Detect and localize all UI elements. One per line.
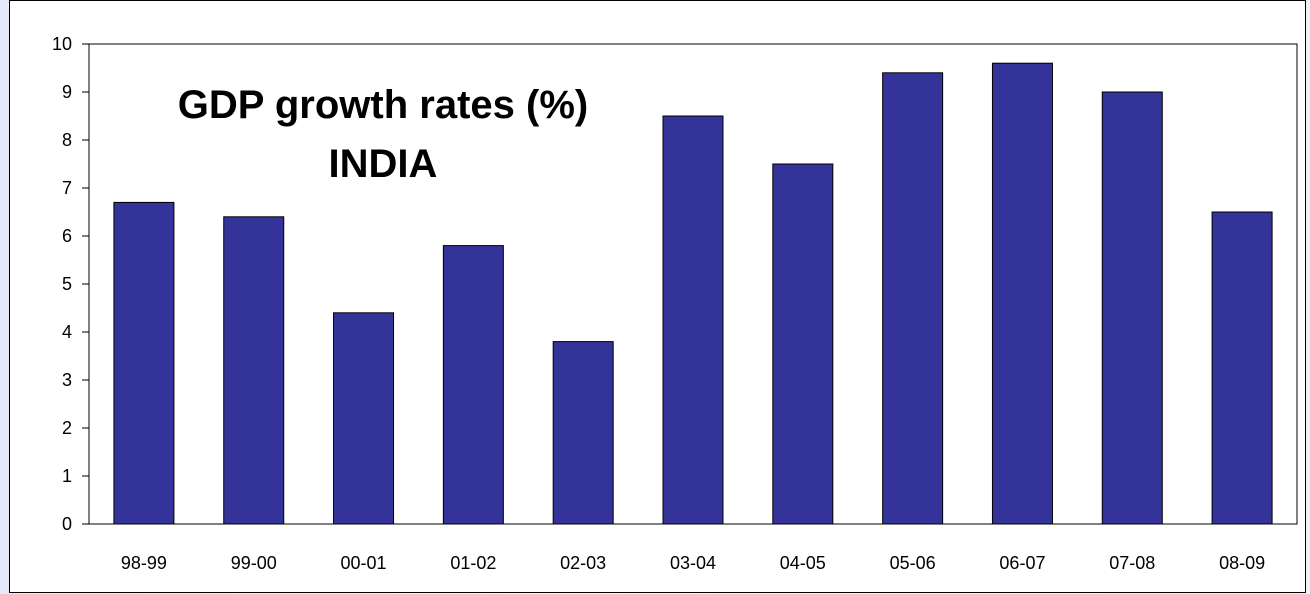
y-tick-label: 10 [52, 34, 72, 54]
y-tick-label: 3 [62, 370, 72, 390]
bar-05-06 [882, 72, 944, 525]
y-tick-label: 4 [62, 322, 72, 342]
bar-chart: GDP growth rates (%) INDIA 012345678910 … [52, 34, 1298, 573]
bar-00-01 [333, 312, 395, 525]
y-tick-label: 1 [62, 466, 72, 486]
y-tick-labels: 0 1 2 3 4 5 6 7 8 9 10 [52, 34, 72, 534]
bar-06-07 [991, 62, 1053, 525]
x-tick-label: 02-03 [560, 553, 606, 573]
x-tick-label: 99-00 [231, 553, 277, 573]
bar-04-05 [772, 163, 834, 525]
x-tick-label: 00-01 [341, 553, 387, 573]
x-tick-label: 98-99 [121, 553, 167, 573]
bar-99-00 [223, 216, 285, 525]
chart-title: GDP growth rates (%) [178, 83, 588, 127]
bar-02-03 [552, 341, 614, 525]
bars [113, 62, 1273, 525]
bar-98-99 [113, 201, 175, 525]
chart-title-group: GDP growth rates (%) INDIA [178, 83, 588, 186]
bar-08-09 [1211, 211, 1273, 525]
x-tick-label: 08-09 [1219, 553, 1265, 573]
y-tick-label: 9 [62, 82, 72, 102]
x-tick-label: 05-06 [890, 553, 936, 573]
x-tick-label: 03-04 [670, 553, 716, 573]
x-tick-labels: 98-99 99-00 00-01 01-02 02-03 03-04 04-05 05-06… [121, 553, 1265, 573]
x-tick-label: 07-08 [1109, 553, 1155, 573]
x-tick-label: 04-05 [780, 553, 826, 573]
y-tick-label: 7 [62, 178, 72, 198]
x-tick-label: 06-07 [999, 553, 1045, 573]
x-tick-label: 01-02 [450, 553, 496, 573]
y-tick-label: 2 [62, 418, 72, 438]
bar-07-08 [1101, 91, 1163, 525]
chart-frame: GDP growth rates (%) INDIA 0 1 2 3 4 5 6 7 8 9 10 … [9, 0, 1306, 593]
y-tick-label: 5 [62, 274, 72, 294]
chart-subtitle: INDIA [329, 142, 438, 186]
y-tick-label: 0 [62, 514, 72, 534]
y-tick-label: 6 [62, 226, 72, 246]
bar-01-02 [442, 245, 504, 525]
bar-03-04 [662, 115, 724, 525]
y-tick-label: 8 [62, 130, 72, 150]
